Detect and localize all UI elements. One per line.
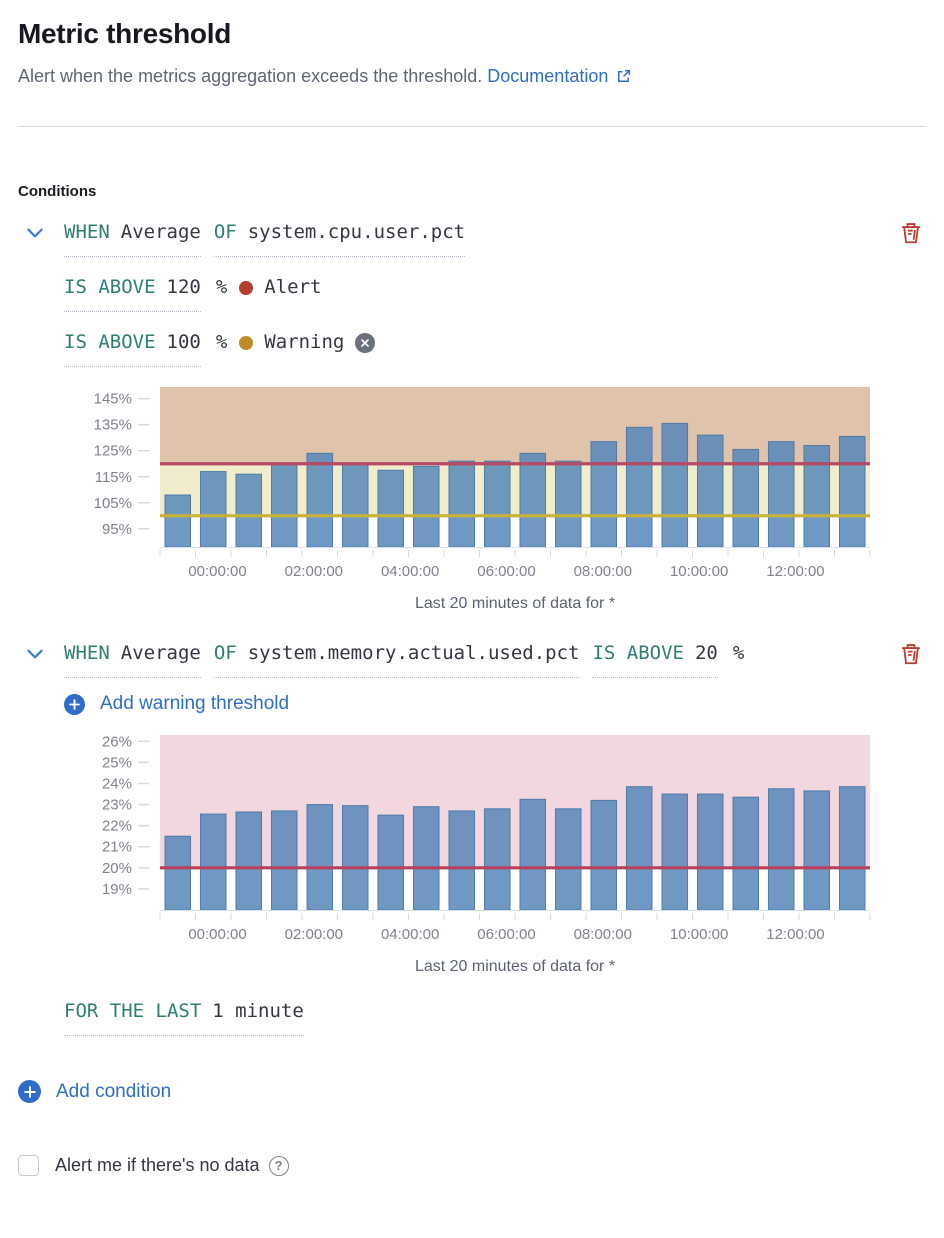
svg-text:12:00:00: 12:00:00 [766, 926, 824, 943]
memory-chart-block: 19% 20% 21% 22% 23% 24% 25% 26% 00:00:00 02:00:00… [64, 731, 926, 976]
trash-icon [902, 223, 920, 244]
svg-text:06:00:00: 06:00:00 [477, 926, 535, 943]
alert-dot [239, 281, 254, 295]
svg-text:02:00:00: 02:00:00 [285, 926, 343, 943]
bar-chart-svg: 19% 20% 21% 22% 23% 24% 25% 26% 00:00:00 02:00:00… [102, 733, 871, 943]
trash-icon [902, 644, 920, 665]
svg-text:145%: 145% [94, 391, 132, 408]
plus-in-circle-icon [64, 693, 85, 715]
cpu-threshold-chart: 95% 105% 115% 125% 135% 145% 00:00:00 02:00:00 0… [64, 383, 926, 588]
no-data-label: Alert me if there's no data [55, 1155, 260, 1175]
alert-label: Alert [264, 276, 322, 298]
svg-text:10:00:00: 10:00:00 [670, 563, 728, 580]
svg-text:22%: 22% [102, 818, 132, 835]
add-condition-row: Add condition [18, 1080, 926, 1103]
page-title: Metric threshold [18, 18, 232, 49]
svg-text:04:00:00: 04:00:00 [381, 926, 439, 943]
svg-text:00:00:00: 00:00:00 [188, 926, 246, 943]
warning-dot [239, 336, 254, 350]
of-metric-expression[interactable]: OF system.cpu.user.pct [213, 219, 466, 257]
chart-caption: Last 20 minutes of data for * [414, 958, 616, 975]
cpu-chart-block: 95% 105% 115% 125% 135% 145% 00:00:00 02:00:00 0… [64, 383, 926, 613]
svg-text:25%: 25% [102, 754, 132, 771]
svg-text:08:00:00: 08:00:00 [574, 563, 632, 580]
svg-text:26%: 26% [102, 733, 132, 750]
chevron-down-icon[interactable] [24, 222, 46, 244]
delete-condition-button[interactable] [898, 640, 924, 671]
svg-text:00:00:00: 00:00:00 [188, 563, 246, 580]
no-data-row: Alert me if there's no data ? [18, 1155, 926, 1176]
unit-label: % [732, 642, 745, 664]
svg-text:12:00:00: 12:00:00 [766, 563, 824, 580]
delete-condition-button[interactable] [898, 219, 924, 250]
unit-label: % [215, 276, 228, 298]
svg-text:04:00:00: 04:00:00 [381, 563, 439, 580]
no-data-checkbox[interactable] [18, 1155, 39, 1176]
documentation-link[interactable]: Documentation [487, 63, 632, 89]
svg-text:10:00:00: 10:00:00 [670, 926, 728, 943]
add-condition-button[interactable]: Add condition [18, 1080, 171, 1103]
condition-block-memory: WHEN Average OF system.memory.actual.used.… [18, 640, 926, 1036]
condition-expression-row: WHEN Average OF system.memory.actual.used.… [24, 640, 926, 678]
bar-chart-svg: 95% 105% 115% 125% 135% 145% 00:00:00 02:00:00 0… [94, 387, 871, 580]
page-subtitle: Alert when the metrics aggregation excee… [18, 63, 926, 89]
unit-label: % [215, 331, 228, 353]
when-aggregation-expression[interactable]: WHEN Average [64, 640, 201, 678]
of-metric-expression[interactable]: OF system.memory.actual.used.pct [213, 640, 580, 678]
warning-threshold-expression[interactable]: IS ABOVE 100 [64, 329, 201, 367]
plus-in-circle-icon [18, 1080, 41, 1103]
section-divider [18, 126, 926, 127]
conditions-label: Conditions [18, 183, 97, 200]
svg-text:135%: 135% [94, 417, 132, 434]
memory-threshold-chart: 19% 20% 21% 22% 23% 24% 25% 26% 00:00:00 02:00:00… [64, 731, 926, 951]
external-link-icon [618, 69, 631, 82]
svg-text:23%: 23% [102, 797, 132, 814]
chart-caption: Last 20 minutes of data for * [414, 595, 616, 612]
svg-text:06:00:00: 06:00:00 [477, 563, 535, 580]
svg-text:21%: 21% [102, 839, 132, 856]
svg-text:105%: 105% [94, 495, 132, 512]
condition-expression-row: WHEN Average OF system.cpu.user.pct [24, 219, 926, 257]
condition-block-cpu: WHEN Average OF system.cpu.user.pct IS ABO… [18, 219, 926, 613]
subtitle-text: Alert when the metrics aggregation excee… [18, 66, 483, 86]
svg-text:24%: 24% [102, 775, 132, 792]
add-warning-threshold-button[interactable]: Add warning threshold [64, 693, 289, 715]
remove-warning-threshold-button[interactable] [355, 333, 376, 353]
svg-text:20%: 20% [102, 860, 132, 877]
metric-threshold-panel: Metric threshold Alert when the metrics … [18, 18, 926, 1176]
for-the-last-expression[interactable]: FOR THE LAST 1 minute [64, 998, 304, 1036]
warning-label: Warning [264, 331, 345, 353]
alert-threshold-row: IS ABOVE 120 % Alert [64, 274, 926, 312]
svg-text:95%: 95% [102, 521, 132, 538]
add-warning-row: Add warning threshold [64, 693, 926, 715]
when-aggregation-expression[interactable]: WHEN Average [64, 219, 201, 257]
svg-text:115%: 115% [95, 469, 132, 486]
help-icon[interactable]: ? [268, 1155, 289, 1176]
for-last-row: FOR THE LAST 1 minute [64, 998, 926, 1036]
svg-text:19%: 19% [102, 881, 132, 898]
chevron-down-icon[interactable] [24, 643, 46, 665]
svg-text:02:00:00: 02:00:00 [285, 563, 343, 580]
cross-icon [361, 339, 370, 347]
warning-threshold-row: IS ABOVE 100 % Warning [64, 329, 926, 367]
alert-threshold-expression[interactable]: IS ABOVE 20 [592, 640, 718, 678]
svg-text:08:00:00: 08:00:00 [574, 926, 632, 943]
alert-threshold-expression[interactable]: IS ABOVE 120 [64, 274, 201, 312]
svg-text:125%: 125% [94, 443, 132, 460]
